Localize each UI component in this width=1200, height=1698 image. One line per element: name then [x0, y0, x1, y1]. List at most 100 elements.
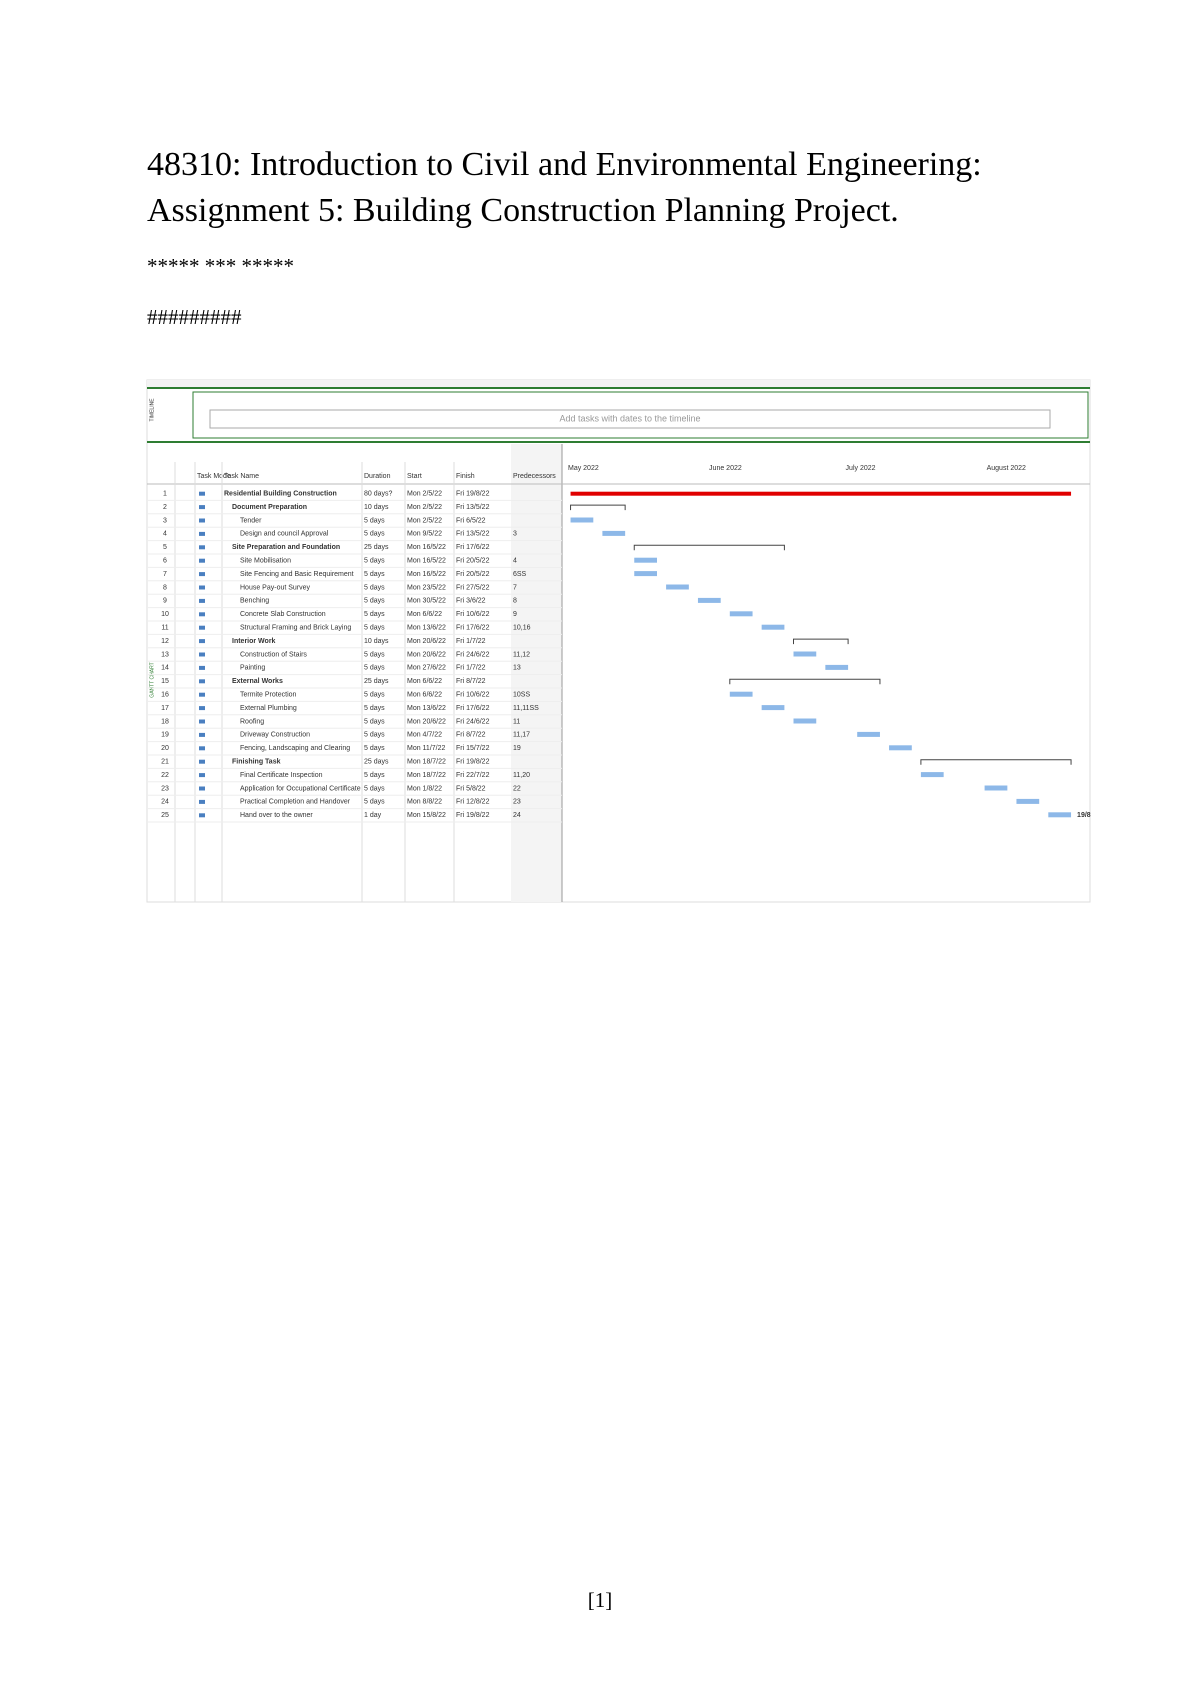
mode-icon [199, 719, 205, 724]
task-name: External Plumbing [240, 705, 297, 712]
row-id: 20 [161, 745, 169, 752]
predecessors: 11,20 [513, 772, 530, 779]
predecessors: 11,12 [513, 651, 530, 658]
row-id: 9 [163, 598, 167, 605]
task-name: House Pay-out Survey [240, 584, 311, 591]
task-bar [729, 691, 753, 697]
column-header: Finish [456, 473, 475, 480]
start: Mon 13/6/22 [407, 705, 446, 712]
column-header: Predecessors [513, 473, 556, 480]
month-label: August 2022 [987, 465, 1026, 472]
start: Mon 6/6/22 [407, 692, 442, 699]
mode-icon [199, 625, 205, 630]
finish: Fri 17/6/22 [456, 625, 490, 632]
row-id: 14 [161, 665, 169, 672]
finish: Fri 13/5/22 [456, 504, 490, 511]
start: Mon 20/6/22 [407, 638, 446, 645]
duration: 25 days [364, 759, 389, 766]
duration: 5 days [364, 665, 385, 672]
task-name: Termite Protection [240, 692, 297, 699]
task-name: Hand over to the owner [240, 812, 313, 819]
start: Mon 20/6/22 [407, 718, 446, 725]
finish: Fri 17/6/22 [456, 705, 490, 712]
finish: Fri 12/8/22 [456, 799, 490, 806]
column-header: Start [407, 473, 422, 480]
duration: 5 days [364, 718, 385, 725]
duration: 10 days [364, 638, 389, 645]
start: Mon 9/5/22 [407, 531, 442, 538]
finish: Fri 8/7/22 [456, 678, 486, 685]
duration: 5 days [364, 745, 385, 752]
row-id: 23 [161, 785, 169, 792]
task-name: Driveway Construction [240, 732, 310, 739]
task-bar [1016, 798, 1040, 804]
task-name: Roofing [240, 718, 264, 725]
task-name: Practical Completion and Handover [240, 799, 351, 806]
start: Mon 1/8/22 [407, 785, 442, 792]
pred-column [511, 444, 562, 902]
month-label: May 2022 [568, 465, 599, 472]
mode-icon [199, 665, 205, 670]
summary-bar [920, 759, 1072, 765]
finish: Fri 24/6/22 [456, 651, 490, 658]
finish: Fri 10/6/22 [456, 611, 490, 618]
mode-icon [199, 639, 205, 644]
task-bar [1048, 812, 1072, 818]
side-label: TIMELINE [149, 398, 155, 422]
duration: 5 days [364, 625, 385, 632]
task-bar [634, 571, 657, 577]
start: Mon 6/6/22 [407, 611, 442, 618]
finish: Fri 8/7/22 [456, 732, 486, 739]
task-bar [602, 530, 626, 536]
start: Mon 16/5/22 [407, 544, 446, 551]
mode-icon [199, 813, 205, 818]
task-bar [825, 664, 849, 670]
finish: Fri 3/6/22 [456, 598, 486, 605]
row-id: 16 [161, 692, 169, 699]
task-bar [570, 517, 594, 523]
predecessors: 6SS [513, 571, 527, 578]
task-name: Document Preparation [232, 504, 307, 511]
mode-icon [199, 558, 205, 563]
task-name: Tender [240, 517, 262, 524]
title: 48310: Introduction to Civil and Environ… [147, 146, 982, 183]
row-id: 11 [161, 625, 168, 632]
task-name: External Works [232, 678, 283, 685]
task-bar [634, 557, 657, 563]
task-name: Concrete Slab Construction [240, 611, 326, 618]
row-id: 7 [163, 571, 167, 578]
mode-icon [199, 531, 205, 536]
task-name: Residential Building Construction [224, 491, 337, 498]
duration: 5 days [364, 732, 385, 739]
row-id: 12 [161, 638, 169, 645]
start: Mon 20/6/22 [407, 651, 446, 658]
task-bar [697, 597, 721, 603]
mode-icon [199, 491, 205, 496]
timeline-bar [209, 409, 1051, 429]
row-id: 5 [163, 544, 167, 551]
finish: Fri 20/5/22 [456, 571, 490, 578]
predecessors: 8 [513, 598, 517, 605]
duration: 5 days [364, 651, 385, 658]
finish: Fri 19/8/22 [456, 491, 490, 498]
frame [146, 379, 1091, 903]
column-header: Duration [364, 473, 391, 480]
duration: 5 days [364, 705, 385, 712]
finish: Fri 13/5/22 [456, 531, 490, 538]
finish: Fri 24/6/22 [456, 718, 490, 725]
task-name: Interior Work [232, 638, 276, 645]
finish: Fri 5/8/22 [456, 785, 486, 792]
predecessors: 10,16 [513, 625, 531, 632]
start: Mon 8/8/22 [407, 799, 442, 806]
row-id: 18 [161, 718, 169, 725]
start: Mon 18/7/22 [407, 772, 446, 779]
row-id: 4 [163, 531, 167, 538]
predecessors: 11,17 [513, 732, 530, 739]
task-name: Site Fencing and Basic Requirement [240, 571, 354, 578]
summary-bar [633, 544, 785, 551]
duration: 5 days [364, 785, 385, 792]
side-label: GANTT CHART [149, 662, 155, 697]
duration: 25 days [364, 544, 389, 551]
page-number: [1] [587, 1588, 613, 1612]
